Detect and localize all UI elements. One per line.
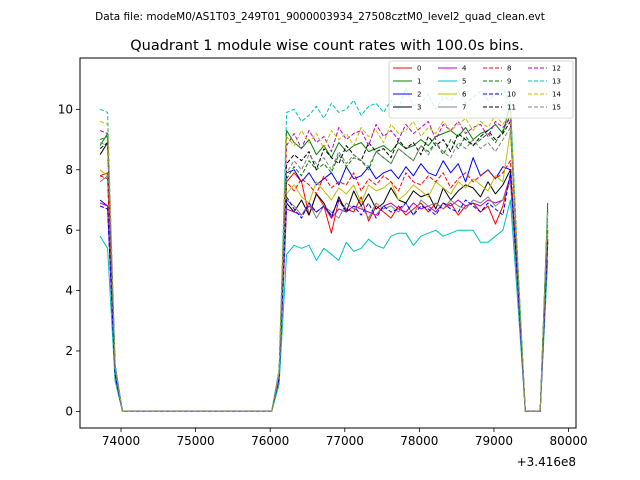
x-tick-label: 79000 xyxy=(475,434,513,448)
legend-label-0: 0 xyxy=(417,65,421,73)
legend-label-15: 15 xyxy=(552,104,561,112)
legend-label-7: 7 xyxy=(462,104,466,112)
legend-label-4: 4 xyxy=(462,65,467,73)
x-tick-label: 80000 xyxy=(549,434,587,448)
legend-label-1: 1 xyxy=(417,78,421,86)
y-axis-ticks: 0 2 4 6 8 10 xyxy=(58,102,80,418)
x-tick-label: 75000 xyxy=(177,434,215,448)
legend-box xyxy=(388,60,574,119)
series-line-14 xyxy=(99,111,549,412)
legend-label-3: 3 xyxy=(417,104,421,112)
legend-label-10: 10 xyxy=(507,91,516,99)
legend-label-2: 2 xyxy=(417,91,421,99)
x-tick-label: 76000 xyxy=(251,434,289,448)
x-tick-label: 77000 xyxy=(326,434,364,448)
series-line-15 xyxy=(99,127,549,412)
x-tick-label: 78000 xyxy=(400,434,438,448)
legend-label-14: 14 xyxy=(552,91,561,99)
series-layer xyxy=(99,87,549,412)
chart-suptitle: Data file: modeM0/AS1T03_249T01_90000039… xyxy=(95,11,545,23)
legend-label-12: 12 xyxy=(552,65,561,73)
legend-label-11: 11 xyxy=(507,104,516,112)
legend-label-5: 5 xyxy=(462,78,466,86)
x-offset-label: +3.416e8 xyxy=(517,455,576,469)
y-tick-label: 2 xyxy=(65,344,73,358)
y-tick-label: 8 xyxy=(65,163,73,177)
x-tick-label: 74000 xyxy=(102,434,140,448)
chart-title: Quadrant 1 module wise count rates with … xyxy=(130,38,524,54)
legend-label-13: 13 xyxy=(552,78,561,86)
legend-label-6: 6 xyxy=(462,91,467,99)
series-line-8 xyxy=(99,160,549,412)
legend-label-8: 8 xyxy=(507,65,511,73)
x-axis-ticks: 74000 75000 76000 77000 78000 79000 80000 xyxy=(102,428,588,448)
legend-label-9: 9 xyxy=(507,78,511,86)
y-tick-label: 10 xyxy=(58,102,73,116)
y-tick-label: 6 xyxy=(65,223,73,237)
y-tick-label: 4 xyxy=(65,284,73,298)
plot-frame xyxy=(79,57,577,429)
y-tick-label: 0 xyxy=(65,404,73,418)
